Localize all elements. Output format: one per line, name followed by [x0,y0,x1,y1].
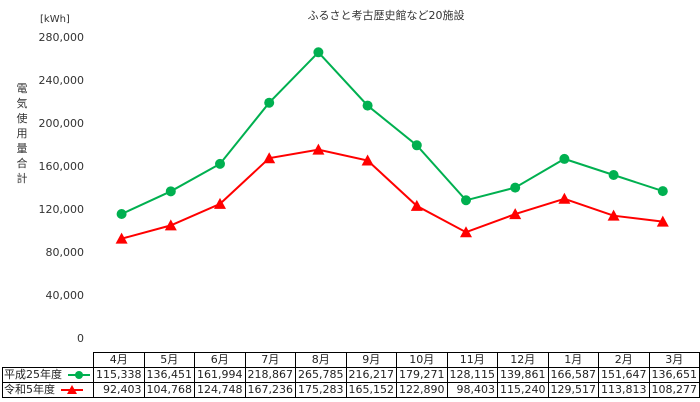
chart-title: ふるさと考古歴史館など20施設 [308,8,465,22]
data-label: 113,813 [598,382,650,398]
y-axis-label-char: 計 [17,171,28,185]
series-2-point [312,143,325,155]
x-tick-label: 5月 [143,352,195,368]
y-tick-label: 80,000 [46,246,85,259]
data-label: 92,403 [93,382,145,398]
data-label: 122,890 [396,382,448,398]
y-axis-label-char: 気 [17,96,28,110]
x-tick-label: 10月 [396,352,448,368]
series-2-point [558,192,571,204]
data-label: 139,861 [497,367,549,383]
series-1-point [313,47,324,58]
data-label: 179,271 [396,367,448,383]
y-tick-label: 200,000 [39,117,85,130]
data-label: 218,867 [244,367,296,383]
series-2-point [656,215,669,227]
series-2-point [214,197,226,209]
series-2-name: 令和5年度 [4,383,55,397]
x-tick-label: 12月 [497,352,549,368]
y-axis-label-char: 電 [17,82,28,95]
series-1-point [411,140,422,151]
data-label: 165,152 [345,382,397,398]
series-1-point [116,209,127,220]
data-label: 167,236 [244,382,296,398]
data-label: 166,587 [547,367,599,383]
table-row-series-2: 令和5年度 92,403 104,768 124,748 167,236 175,283… [2,382,700,398]
series-2-point [607,209,620,221]
series-1-name: 平成25年度 [4,368,62,382]
series-1-legend: 平成25年度 [2,367,94,383]
data-label: 265,785 [295,367,347,383]
x-tick-label: 6月 [194,352,246,368]
series-1-point [215,158,225,169]
series-2-point [115,232,128,244]
x-tick-label: 1月 [547,352,599,368]
x-tick-label: 2月 [598,352,650,368]
x-tick-label: 11月 [446,352,498,368]
series-1-point [657,186,668,197]
data-label: 124,748 [194,382,246,398]
table-header-row: 4月 5月 6月 7月 8月 9月 10月 11月 12月 1月 2月 3月 [2,352,700,368]
y-tick-label: 160,000 [39,160,85,173]
series-1-point [559,153,570,164]
data-label: 104,768 [143,382,195,398]
table-corner [2,352,94,368]
x-tick-label: 3月 [648,352,700,368]
series-2-point [509,208,522,220]
series-1-point [165,186,176,197]
series-1-marker-icon [67,371,90,379]
series-1-point [510,182,521,193]
data-label: 216,217 [345,367,397,383]
series-2-point [460,226,472,238]
x-tick-label: 8月 [295,352,347,368]
y-axis-label-char: 量 [17,142,28,155]
data-label: 136,651 [648,367,700,383]
x-tick-label: 9月 [345,352,397,368]
data-label: 175,283 [295,382,347,398]
data-label: 161,994 [194,367,246,383]
y-tick-label: 0 [77,332,84,345]
data-table: 4月 5月 6月 7月 8月 9月 10月 11月 12月 1月 2月 3月 平成25年度 115,3… [2,352,700,398]
y-tick-label: 40,000 [46,289,85,302]
unit-label: [kWh] [40,14,70,25]
data-label: 128,115 [446,367,498,383]
series-2-legend: 令和5年度 [2,382,94,398]
series-1-point [608,169,619,180]
data-label: 108,277 [648,382,700,398]
y-axis-label-char: 合 [17,156,28,170]
series-1-line [121,50,664,215]
series-2-point [361,154,374,166]
y-tick-label: 240,000 [39,74,85,87]
y-tick-label: 280,000 [39,31,85,44]
series-1-point [362,100,373,111]
series-2-point [164,219,177,231]
series-1-point [264,97,275,108]
series-2-point [410,199,423,211]
series-1-point [461,195,471,206]
data-label: 115,338 [93,367,145,383]
y-axis-ticks: 0 40,000 80,000 120,000 160,000 200,000 240,00… [39,31,85,345]
series-2-point [263,152,276,164]
x-tick-label: 4月 [93,352,145,368]
series-2-marker-icon [60,385,83,394]
data-label: 129,517 [547,382,599,398]
series-2-line [121,148,663,240]
series-lines [115,47,669,244]
data-label: 151,647 [598,367,650,383]
table-row-series-1: 平成25年度 115,338 136,451 161,994 218,867 265,7… [2,367,700,383]
y-axis-label-char: 使 [17,112,28,125]
y-tick-label: 120,000 [39,203,85,216]
y-axis-label-char: 用 [17,127,28,140]
data-label: 136,451 [143,367,195,383]
data-label: 98,403 [446,382,498,398]
x-tick-label: 7月 [244,352,296,368]
data-label: 115,240 [497,382,549,398]
